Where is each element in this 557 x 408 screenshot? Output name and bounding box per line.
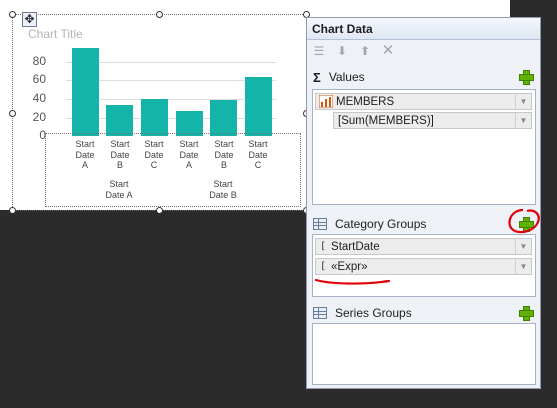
properties-icon[interactable]: ☰	[313, 44, 325, 58]
category-group-name: «Expr»	[331, 260, 368, 273]
resize-handle[interactable]	[9, 207, 16, 214]
y-tick-label: 60	[32, 72, 46, 86]
add-value-icon[interactable]	[519, 70, 534, 85]
y-tick-label: 80	[32, 54, 46, 68]
bar[interactable]	[176, 111, 203, 136]
chevron-down-icon[interactable]: ▼	[515, 239, 531, 254]
value-expression-field[interactable]: [Sum(MEMBERS)] ▼	[333, 112, 532, 129]
series-groups-box	[312, 323, 536, 385]
gridline	[66, 80, 276, 81]
move-handle-icon[interactable]: ✥	[22, 12, 37, 27]
category-group-name: StartDate	[331, 240, 380, 253]
x-tick-label: Start Date A	[75, 139, 95, 170]
category-group-item[interactable]: [ StartDate ▼	[315, 238, 532, 255]
y-tick-label: 20	[32, 110, 46, 124]
series-groups-header: Series Groups	[307, 303, 540, 323]
resize-handle[interactable]	[9, 110, 16, 117]
values-header: Σ Values	[307, 67, 540, 87]
category-groups-box: [ StartDate ▼ [ «Expr» ▼	[312, 234, 536, 297]
bar[interactable]	[72, 48, 99, 136]
add-category-group-icon[interactable]	[519, 217, 534, 232]
add-series-group-icon[interactable]	[519, 306, 534, 321]
values-label: Values	[328, 70, 365, 84]
x-tick-label: Start Date B	[214, 139, 234, 170]
bar[interactable]	[141, 99, 168, 136]
bar[interactable]	[106, 105, 133, 136]
gridline	[66, 99, 276, 100]
x-group-label: Start Date B	[209, 179, 237, 200]
move-down-icon[interactable]: ⬇	[336, 44, 348, 58]
chevron-down-icon[interactable]: ▼	[515, 94, 531, 109]
sigma-icon: Σ	[313, 69, 321, 85]
bar-chart-icon	[319, 95, 333, 108]
x-tick-label: Start Date C	[144, 139, 164, 170]
x-tick-label: Start Date A	[179, 139, 199, 170]
series-name: MEMBERS	[336, 95, 395, 108]
gridline	[66, 62, 276, 63]
resize-handle[interactable]	[156, 11, 163, 18]
values-box: MEMBERS ▼ [Sum(MEMBERS)] ▼	[312, 89, 536, 205]
category-axis-area[interactable]	[45, 133, 301, 207]
chart-data-pane: Chart Data ☰ ⬇ ⬆ ✕ Σ Values MEMBERS ▼ [S…	[306, 17, 541, 389]
category-groups-label: Category Groups	[335, 217, 427, 231]
bar[interactable]	[210, 100, 237, 136]
group-bracket-icon: [	[320, 241, 327, 252]
move-up-icon[interactable]: ⬆	[359, 44, 371, 58]
x-tick-label: Start Date C	[248, 139, 268, 170]
x-tick-label: Start Date B	[110, 139, 130, 170]
pane-title: Chart Data	[307, 18, 540, 40]
x-group-label: Start Date A	[105, 179, 133, 200]
resize-handle[interactable]	[156, 207, 163, 214]
resize-handle[interactable]	[9, 11, 16, 18]
category-groups-header: Category Groups	[307, 214, 540, 234]
y-tick-label: 40	[32, 91, 46, 105]
chevron-down-icon[interactable]: ▼	[515, 259, 531, 274]
group-bracket-icon: [	[320, 261, 327, 272]
gridline	[66, 118, 276, 119]
delete-icon[interactable]: ✕	[381, 42, 395, 59]
chart-title[interactable]: Chart Title	[28, 27, 83, 41]
value-expression: [Sum(MEMBERS)]	[338, 114, 434, 127]
values-series-field[interactable]: MEMBERS ▼	[315, 93, 532, 110]
chevron-down-icon[interactable]: ▼	[515, 113, 531, 128]
bar[interactable]	[245, 77, 272, 136]
pane-toolbar: ☰ ⬇ ⬆ ✕	[307, 40, 540, 62]
category-group-item[interactable]: [ «Expr» ▼	[315, 258, 532, 275]
y-tick-label: 0	[39, 128, 46, 142]
grid-icon	[313, 218, 327, 230]
grid-icon	[313, 307, 327, 319]
series-groups-label: Series Groups	[335, 306, 412, 320]
